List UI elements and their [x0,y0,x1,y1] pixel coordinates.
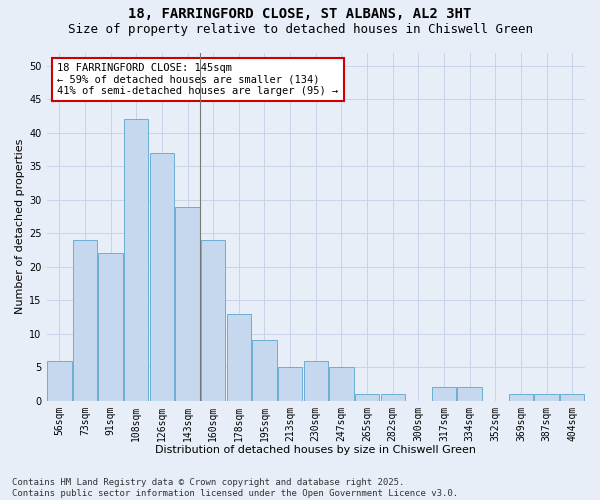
X-axis label: Distribution of detached houses by size in Chiswell Green: Distribution of detached houses by size … [155,445,476,455]
Bar [509,394,533,400]
Bar [201,240,226,400]
Text: Contains HM Land Registry data © Crown copyright and database right 2025.
Contai: Contains HM Land Registry data © Crown c… [12,478,458,498]
Bar [124,120,148,400]
Bar [73,240,97,400]
Bar [253,340,277,400]
Bar [457,388,482,400]
Bar [150,153,174,400]
Bar [47,360,71,401]
Bar [432,388,456,400]
Bar [304,360,328,401]
Text: 18 FARRINGFORD CLOSE: 145sqm
← 59% of detached houses are smaller (134)
41% of s: 18 FARRINGFORD CLOSE: 145sqm ← 59% of de… [57,63,338,96]
Text: Size of property relative to detached houses in Chiswell Green: Size of property relative to detached ho… [67,22,533,36]
Y-axis label: Number of detached properties: Number of detached properties [15,139,25,314]
Bar [535,394,559,400]
Bar [98,254,123,400]
Text: 18, FARRINGFORD CLOSE, ST ALBANS, AL2 3HT: 18, FARRINGFORD CLOSE, ST ALBANS, AL2 3H… [128,8,472,22]
Bar [278,367,302,400]
Bar [355,394,379,400]
Bar [560,394,584,400]
Bar [227,314,251,400]
Bar [175,206,200,400]
Bar [329,367,353,400]
Bar [380,394,405,400]
